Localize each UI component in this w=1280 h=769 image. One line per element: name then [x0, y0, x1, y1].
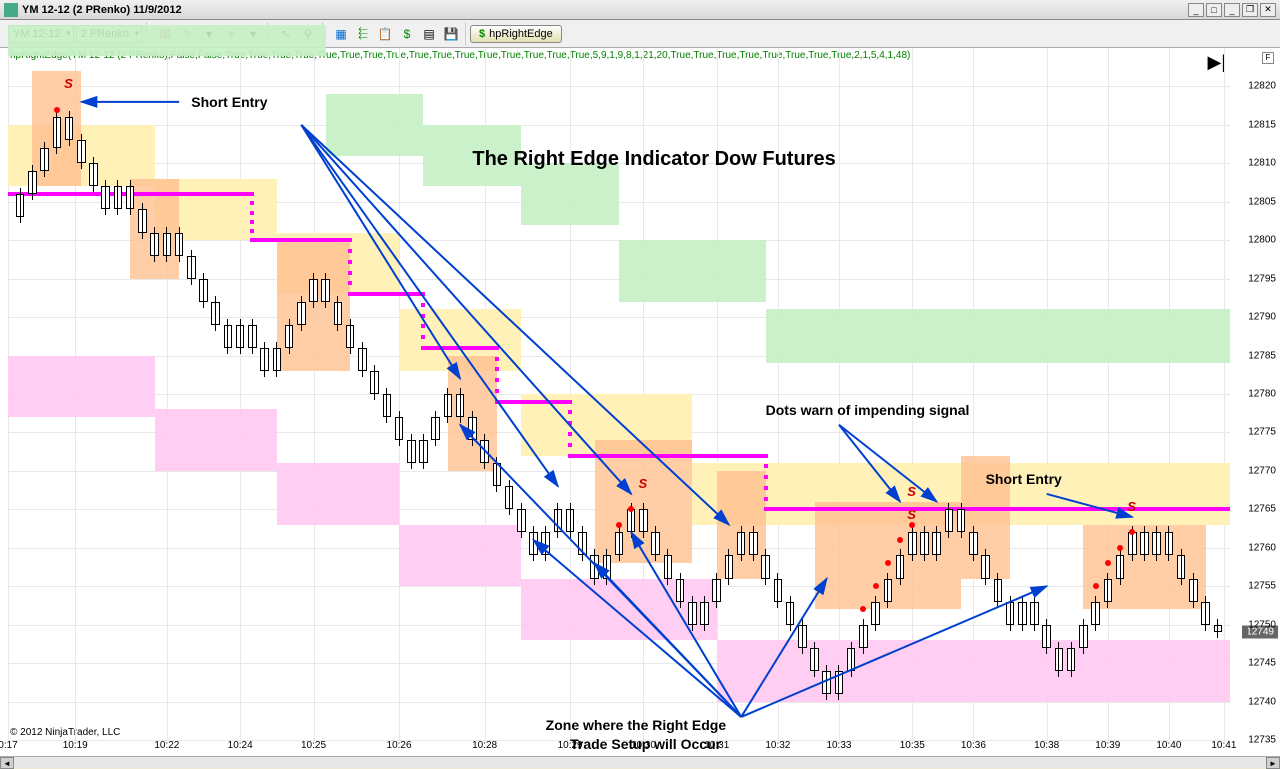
annotation: The Right Edge Indicator Dow Futures: [472, 148, 835, 171]
signal-dot: [873, 583, 879, 589]
y-tick: 12775: [1248, 427, 1276, 438]
x-tick: 10:22: [154, 740, 179, 751]
magenta-line: [252, 238, 350, 242]
y-tick: 12795: [1248, 273, 1276, 284]
signal-dot: [54, 107, 60, 113]
s-marker: S: [1127, 499, 1136, 514]
close-button[interactable]: ✕: [1260, 3, 1276, 17]
band: [766, 309, 1230, 363]
y-tick: 12815: [1248, 119, 1276, 130]
signal-dot: [1105, 560, 1111, 566]
x-tick: 10:30: [631, 740, 656, 751]
band: [619, 240, 766, 302]
band: [277, 463, 399, 525]
paste-icon[interactable]: 📋: [375, 24, 395, 44]
y-tick: 12770: [1248, 465, 1276, 476]
x-tick: 10:39: [1095, 740, 1120, 751]
band: [155, 409, 277, 471]
signal-dot: [885, 560, 891, 566]
s-marker: S: [907, 507, 916, 522]
dollar-sign-icon: $: [479, 28, 485, 40]
signal-dot: [1093, 583, 1099, 589]
band: [8, 25, 326, 56]
y-tick: 12745: [1248, 658, 1276, 669]
x-tick: 10:33: [826, 740, 851, 751]
scroll-left-button[interactable]: ◄: [0, 757, 14, 769]
chart-plot[interactable]: hpRightEdge(YM 12-12 (2 PRenko),False,Fa…: [8, 48, 1230, 740]
save-icon[interactable]: 💾: [441, 24, 461, 44]
signal-dot: [1117, 545, 1123, 551]
y-tick: 12805: [1248, 196, 1276, 207]
y-tick: 12755: [1248, 581, 1276, 592]
data-icon[interactable]: ▦: [331, 24, 351, 44]
annotation: Short Entry: [986, 471, 1062, 487]
y-tick: 12785: [1248, 350, 1276, 361]
x-axis: 0:1710:1910:2210:2410:2510:2610:2810:291…: [8, 740, 1230, 756]
y-axis: 1273512740127451275012755127601276512770…: [1230, 48, 1280, 740]
annotation: Short Entry: [191, 94, 267, 110]
y-tick: 12760: [1248, 542, 1276, 553]
scroll-track[interactable]: [14, 757, 1266, 768]
signal-dot: [909, 522, 915, 528]
y-tick: 12750: [1248, 619, 1276, 630]
y-tick: 12820: [1248, 81, 1276, 92]
y-tick: 12735: [1248, 735, 1276, 746]
chart-container: hpRightEdge(YM 12-12 (2 PRenko),False,Fa…: [0, 48, 1280, 768]
chart-icon[interactable]: ⬱: [353, 24, 373, 44]
x-tick: 10:28: [472, 740, 497, 751]
band: [8, 356, 155, 418]
indicator-button[interactable]: $ hpRightEdge: [470, 25, 562, 43]
x-tick: 0:17: [0, 740, 18, 751]
y-tick: 12780: [1248, 389, 1276, 400]
x-tick: 10:41: [1211, 740, 1236, 751]
y-tick: 12765: [1248, 504, 1276, 515]
y-tick: 12810: [1248, 158, 1276, 169]
x-tick: 10:26: [387, 740, 412, 751]
x-tick: 10:19: [63, 740, 88, 751]
app-icon: [4, 3, 18, 17]
annotation: Dots warn of impending signal: [766, 402, 970, 418]
x-tick: 10:32: [765, 740, 790, 751]
s-marker: S: [907, 484, 916, 499]
doc-icon[interactable]: ▤: [419, 24, 439, 44]
y-tick: 12790: [1248, 312, 1276, 323]
s-marker: S: [64, 76, 73, 91]
minimize-inner-button[interactable]: _: [1188, 3, 1204, 17]
minimize-button[interactable]: _: [1224, 3, 1240, 17]
magenta-line: [497, 400, 570, 404]
x-tick: 10:36: [961, 740, 986, 751]
signal-dot: [616, 522, 622, 528]
band: [521, 163, 619, 225]
horizontal-scrollbar[interactable]: ◄ ►: [0, 756, 1280, 768]
x-tick: 10:31: [704, 740, 729, 751]
x-tick: 10:35: [900, 740, 925, 751]
magenta-line: [423, 346, 496, 350]
band: [717, 640, 1230, 702]
magenta-line: [766, 507, 1230, 511]
window-title: YM 12-12 (2 PRenko) 11/9/2012: [22, 4, 1188, 16]
magenta-line: [570, 454, 766, 458]
x-tick: 10:24: [228, 740, 253, 751]
y-tick: 12740: [1248, 696, 1276, 707]
x-tick: 10:29: [558, 740, 583, 751]
annotation: Zone where the Right Edge: [546, 717, 726, 733]
x-tick: 10:40: [1156, 740, 1181, 751]
band: [326, 94, 424, 156]
indicator-label: hpRightEdge: [489, 28, 553, 40]
titlebar: YM 12-12 (2 PRenko) 11/9/2012 _ □ _ ❐ ✕: [0, 0, 1280, 20]
maximize-inner-button[interactable]: □: [1206, 3, 1222, 17]
signal-dot: [860, 606, 866, 612]
x-tick: 10:38: [1034, 740, 1059, 751]
magenta-line: [350, 292, 423, 296]
y-tick: 12800: [1248, 235, 1276, 246]
restore-button[interactable]: ❐: [1242, 3, 1258, 17]
x-tick: 10:25: [301, 740, 326, 751]
scroll-right-button[interactable]: ►: [1266, 757, 1280, 769]
dollar-icon[interactable]: $: [397, 24, 417, 44]
band: [595, 440, 693, 563]
band: [399, 525, 521, 587]
copyright-text: © 2012 NinjaTrader, LLC: [10, 727, 120, 738]
s-marker: S: [638, 476, 647, 491]
